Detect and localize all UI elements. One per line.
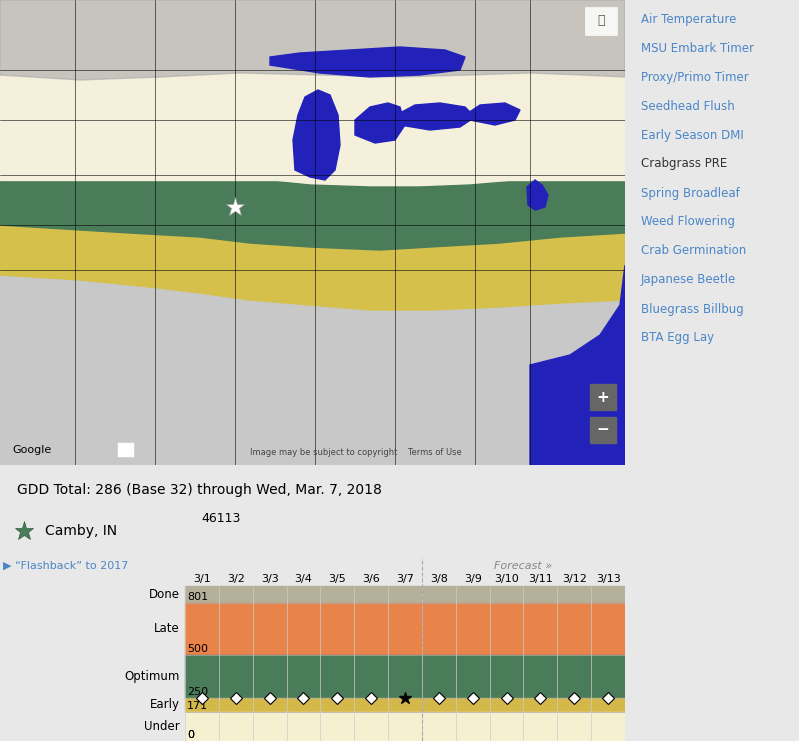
Bar xyxy=(185,586,625,603)
Bar xyxy=(185,711,625,741)
Polygon shape xyxy=(270,47,465,77)
Text: Air Temperature: Air Temperature xyxy=(641,13,736,25)
Text: 3/10: 3/10 xyxy=(494,574,519,584)
Text: 3/9: 3/9 xyxy=(463,574,482,584)
Polygon shape xyxy=(400,103,475,130)
Bar xyxy=(118,443,134,457)
Text: Spring Broadleaf: Spring Broadleaf xyxy=(641,187,740,199)
Text: Early Season DMI: Early Season DMI xyxy=(641,128,744,142)
Text: 3/5: 3/5 xyxy=(328,574,346,584)
Polygon shape xyxy=(0,165,625,250)
Text: Image may be subject to copyright    Terms of Use: Image may be subject to copyright Terms … xyxy=(250,448,462,457)
Text: Weed Flowering: Weed Flowering xyxy=(641,216,735,228)
Text: Proxy/Primo Timer: Proxy/Primo Timer xyxy=(641,70,749,84)
Text: MSU Embark Timer: MSU Embark Timer xyxy=(641,41,753,55)
Bar xyxy=(590,384,616,410)
Text: 500: 500 xyxy=(187,644,208,654)
Text: Crabgrass PRE: Crabgrass PRE xyxy=(641,158,727,170)
Bar xyxy=(585,7,617,35)
Polygon shape xyxy=(293,90,340,180)
Text: Optimum: Optimum xyxy=(125,670,180,683)
Text: Done: Done xyxy=(149,588,180,601)
Text: GDD Total: 286 (Base 32) through Wed, Mar. 7, 2018: GDD Total: 286 (Base 32) through Wed, Ma… xyxy=(18,483,382,497)
Polygon shape xyxy=(0,210,625,310)
Polygon shape xyxy=(0,0,625,80)
Text: Japanese Beetle: Japanese Beetle xyxy=(641,273,736,287)
Text: +: + xyxy=(597,390,610,405)
Text: Early: Early xyxy=(150,698,180,711)
Text: 3/3: 3/3 xyxy=(260,574,279,584)
Text: 801: 801 xyxy=(187,592,208,602)
Text: ▶ “Flashback” to 2017: ▶ “Flashback” to 2017 xyxy=(3,561,129,571)
Bar xyxy=(590,417,616,443)
Bar xyxy=(185,698,625,711)
Text: 0: 0 xyxy=(187,730,194,740)
Text: 3/4: 3/4 xyxy=(295,574,312,584)
Text: Under: Under xyxy=(145,720,180,733)
Text: BTA Egg Lay: BTA Egg Lay xyxy=(641,331,714,345)
Text: ⤢: ⤢ xyxy=(597,15,605,27)
Bar xyxy=(185,603,625,655)
Text: Late: Late xyxy=(154,622,180,636)
Text: 0: 0 xyxy=(187,730,194,740)
Text: 250: 250 xyxy=(187,687,208,697)
Text: 3/12: 3/12 xyxy=(562,574,586,584)
Polygon shape xyxy=(468,103,520,125)
Text: 3/6: 3/6 xyxy=(362,574,380,584)
Text: 171: 171 xyxy=(187,700,208,711)
Text: 3/8: 3/8 xyxy=(430,574,447,584)
Text: Camby, IN: Camby, IN xyxy=(46,525,117,539)
Text: 3/11: 3/11 xyxy=(528,574,553,584)
Text: 3/13: 3/13 xyxy=(596,574,621,584)
Bar xyxy=(185,655,625,698)
Text: 3/7: 3/7 xyxy=(396,574,414,584)
Text: Seedhead Flush: Seedhead Flush xyxy=(641,99,734,113)
Polygon shape xyxy=(530,265,625,465)
Polygon shape xyxy=(0,260,625,465)
Bar xyxy=(0,0,625,180)
Text: 3/2: 3/2 xyxy=(227,574,244,584)
Polygon shape xyxy=(355,103,405,143)
Text: 3/1: 3/1 xyxy=(193,574,211,584)
Text: −: − xyxy=(597,422,610,437)
Text: Crab Germination: Crab Germination xyxy=(641,245,746,258)
Text: Google: Google xyxy=(12,445,51,455)
Polygon shape xyxy=(527,180,548,210)
Text: Forecast »: Forecast » xyxy=(495,561,553,571)
Text: Bluegrass Billbug: Bluegrass Billbug xyxy=(641,302,744,316)
Text: 46113: 46113 xyxy=(201,513,240,525)
